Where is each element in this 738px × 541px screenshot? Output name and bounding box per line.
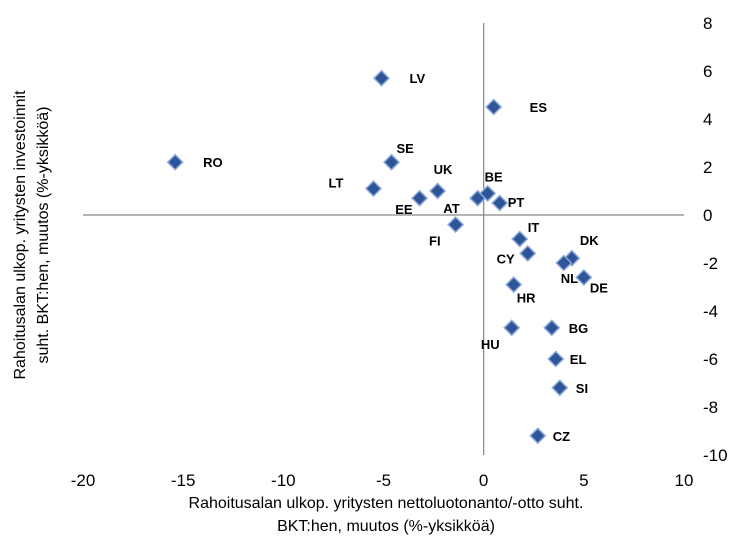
point-label-el: EL bbox=[570, 352, 587, 367]
data-point-hr bbox=[505, 276, 523, 294]
y-tick-label: -4 bbox=[703, 302, 718, 321]
point-label-hr: HR bbox=[517, 291, 536, 306]
point-label-dk: DK bbox=[580, 233, 599, 248]
point-label-ro: RO bbox=[203, 155, 223, 170]
x-tick-label: -15 bbox=[171, 471, 196, 490]
y-tick-label: -2 bbox=[703, 254, 718, 273]
x-tick-labels: -20 -15 -10 -5 0 5 10 bbox=[71, 471, 694, 490]
y-tick-label: -6 bbox=[703, 350, 718, 369]
data-point-cy bbox=[519, 244, 537, 262]
point-label-fi: FI bbox=[429, 234, 441, 249]
data-point-si bbox=[551, 379, 569, 397]
data-point-nl bbox=[555, 254, 573, 272]
data-point-pt bbox=[491, 194, 509, 212]
axes bbox=[83, 23, 684, 455]
data-point-bg bbox=[543, 319, 561, 337]
data-point-uk bbox=[429, 182, 447, 200]
y-tick-label: -10 bbox=[703, 446, 728, 465]
x-tick-label: -10 bbox=[271, 471, 296, 490]
y-axis-title-line-2: suht. BKT:hen, muutos (%-yksikköä) bbox=[35, 107, 52, 364]
data-points bbox=[166, 69, 593, 445]
x-tick-label: -20 bbox=[71, 471, 96, 490]
x-tick-label: -5 bbox=[376, 471, 391, 490]
x-axis-title-line-2: BKT:hen, muutos (%-yksikköä) bbox=[277, 518, 495, 535]
point-label-se: SE bbox=[397, 141, 415, 156]
y-axis-title-line-1: Rahoitusalan ulkop. yritysten investoinn… bbox=[12, 90, 29, 380]
data-point-se bbox=[382, 153, 401, 171]
data-point-be bbox=[479, 184, 497, 202]
data-point-hu bbox=[503, 319, 521, 337]
point-label-lv: LV bbox=[409, 71, 425, 86]
y-tick-label: 4 bbox=[703, 110, 712, 129]
x-tick-label: 5 bbox=[579, 471, 588, 490]
data-point-fi bbox=[447, 216, 465, 234]
point-label-de: DE bbox=[590, 280, 608, 295]
data-point-it bbox=[511, 230, 529, 248]
y-tick-labels: 8 6 4 2 0 -2 -4 -6 -8 -10 bbox=[703, 14, 728, 465]
point-label-cz: CZ bbox=[553, 429, 570, 444]
point-label-uk: UK bbox=[434, 162, 453, 177]
point-label-at: AT bbox=[443, 201, 459, 216]
point-label-es: ES bbox=[530, 100, 548, 115]
point-label-si: SI bbox=[576, 381, 588, 396]
x-tick-label: 10 bbox=[675, 471, 694, 490]
point-label-nl: NL bbox=[561, 271, 578, 286]
data-point-cz bbox=[529, 427, 547, 445]
point-label-cy: CY bbox=[497, 251, 515, 266]
point-label-hu: HU bbox=[481, 337, 500, 352]
data-point-ro bbox=[166, 153, 184, 171]
y-tick-label: 6 bbox=[703, 62, 712, 81]
point-label-pt: PT bbox=[508, 195, 525, 210]
point-label-be: BE bbox=[485, 169, 503, 184]
y-tick-label: 8 bbox=[703, 14, 712, 33]
data-point-lt bbox=[364, 180, 383, 198]
data-point-lv bbox=[372, 69, 391, 87]
data-point-de bbox=[575, 268, 593, 286]
point-label-bg: BG bbox=[569, 321, 589, 336]
y-tick-label: 0 bbox=[703, 206, 712, 225]
point-labels: RO LV ES SE LT EE UK AT BE PT FI IT CY DK NL DE HR BG HU EL… bbox=[203, 71, 608, 444]
point-label-lt: LT bbox=[329, 176, 344, 191]
point-label-ee: EE bbox=[395, 202, 413, 217]
y-tick-label: -8 bbox=[703, 398, 718, 417]
data-point-ee bbox=[410, 189, 429, 207]
data-point-es bbox=[485, 98, 503, 116]
x-axis-title-line-1: Rahoitusalan ulkop. yritysten nettoluoto… bbox=[189, 495, 584, 512]
x-tick-label: 0 bbox=[479, 471, 488, 490]
y-tick-label: 2 bbox=[703, 158, 712, 177]
point-label-it: IT bbox=[528, 220, 540, 235]
data-point-el bbox=[547, 350, 565, 368]
